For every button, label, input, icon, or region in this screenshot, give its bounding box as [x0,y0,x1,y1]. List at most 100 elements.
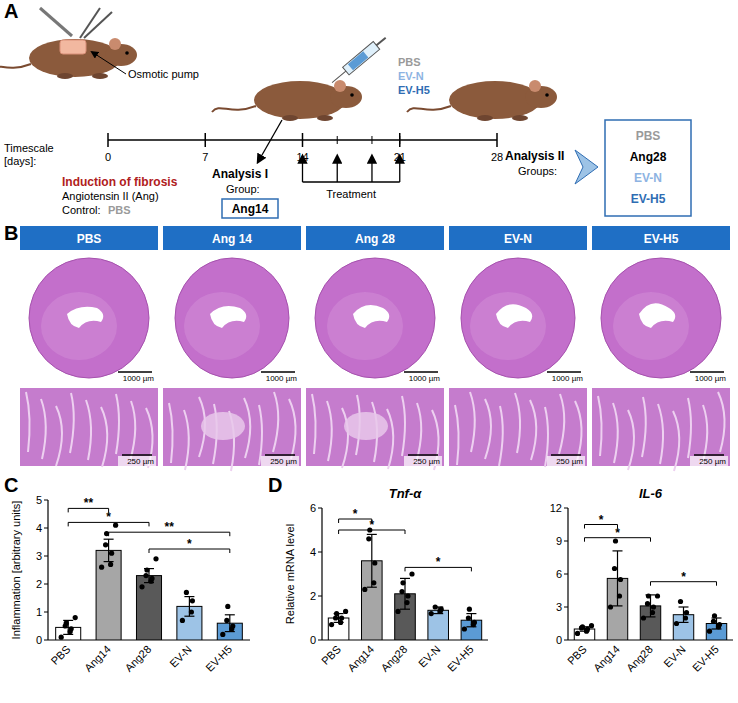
error-cap [613,605,623,606]
error-stem [108,539,109,561]
point [400,580,405,585]
tissue-streak [416,403,421,463]
point [339,615,344,620]
error-cap [104,539,114,540]
bar [136,576,161,640]
tick-label: 9 [556,535,562,547]
significance-label: ** [165,520,175,534]
timeline-tick [337,136,338,144]
bar [428,610,449,640]
mouse-eye [350,93,354,97]
error-cap [63,620,73,621]
marks [328,527,481,640]
marks [574,538,726,640]
point [608,604,613,609]
point [224,618,229,623]
bar [640,606,660,640]
point [230,623,235,628]
tick-label: 4 [36,522,42,534]
scale-bg [261,456,299,466]
tissue-streak [402,396,405,456]
point [684,610,689,615]
tissue-streak [101,407,107,467]
label: Analysis I [212,167,268,181]
mouse-ear [529,80,541,92]
mouse-icon [0,38,137,79]
tick-label: 0 [36,634,42,646]
point [59,635,64,640]
scale-label: 250 µm [699,457,726,466]
heart-section [175,258,289,378]
point [650,610,655,615]
tick-label: 6 [310,502,316,514]
error-bar [400,578,410,609]
point [433,604,438,609]
point [712,613,717,618]
error-bar [104,539,114,561]
error-bar [63,620,73,634]
timeline-tick [496,133,498,147]
tissue-streak [342,408,348,468]
legend-entry: EV-H5 [398,84,430,96]
mouse-tail [0,64,31,70]
category-label: EV-N [167,643,194,670]
mouse-icon [212,80,362,121]
scale-bar [551,454,581,456]
chart: 036912PBSAng14Ang28EV-NEV-H5***IL-6 [550,486,733,674]
category-label: Ang14 [82,643,113,674]
y-tick [44,500,48,501]
mouse-head [330,86,362,108]
point [109,551,114,556]
point [371,580,376,585]
cavity [210,306,246,328]
point [589,623,594,628]
significance-label: ** [84,496,94,510]
mouse-tail [407,106,451,112]
tissue [601,258,721,378]
error-cap [104,561,114,562]
error-cap [613,550,623,551]
scale-label: 1000 µm [266,374,298,383]
tissue [175,258,289,378]
point [69,626,74,631]
category-label: Ang14 [591,643,622,674]
y-tick [564,574,568,575]
header: Ang 14 [212,232,252,246]
point [711,619,716,624]
scale-bar [690,371,724,373]
category-label: PBS [319,643,343,667]
significance-label: * [436,555,441,569]
chevron [575,150,598,184]
label: Ang28 [630,150,667,164]
tissue-zoom [20,388,158,466]
scalpel [40,8,72,36]
syringe-plunger [376,38,385,46]
point [645,601,650,606]
error-stem [683,607,684,622]
tick-label: 4 [310,546,316,558]
scale-label: 1000 µm [695,374,727,383]
mouse-eye [545,93,549,97]
significance-label: * [681,570,686,584]
pointer-arrow [92,52,126,74]
cavity [67,307,103,328]
label: Control: [62,204,101,216]
bar [96,550,121,640]
point [683,615,688,620]
point [404,600,409,605]
category-label: EV-H5 [690,643,721,674]
point [143,573,148,578]
error-bar [646,595,656,617]
label: Angiotensin II (Ang) [62,190,159,202]
point [184,590,189,595]
significance-label: * [369,518,374,532]
tissue-streak [515,393,520,453]
scissors [84,12,112,38]
error-cap [679,606,689,607]
point [717,622,722,627]
tick-label: 7 [202,151,208,163]
tissue-streak [613,403,618,463]
tissue-streak [273,392,278,452]
mouse-tail [212,106,256,112]
point [338,620,343,625]
